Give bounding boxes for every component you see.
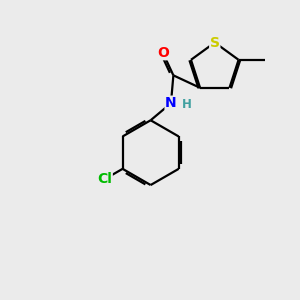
Text: Cl: Cl: [97, 172, 112, 186]
Text: N: N: [165, 96, 177, 110]
Text: S: S: [210, 35, 220, 50]
Text: H: H: [182, 98, 192, 111]
Text: O: O: [157, 46, 169, 60]
